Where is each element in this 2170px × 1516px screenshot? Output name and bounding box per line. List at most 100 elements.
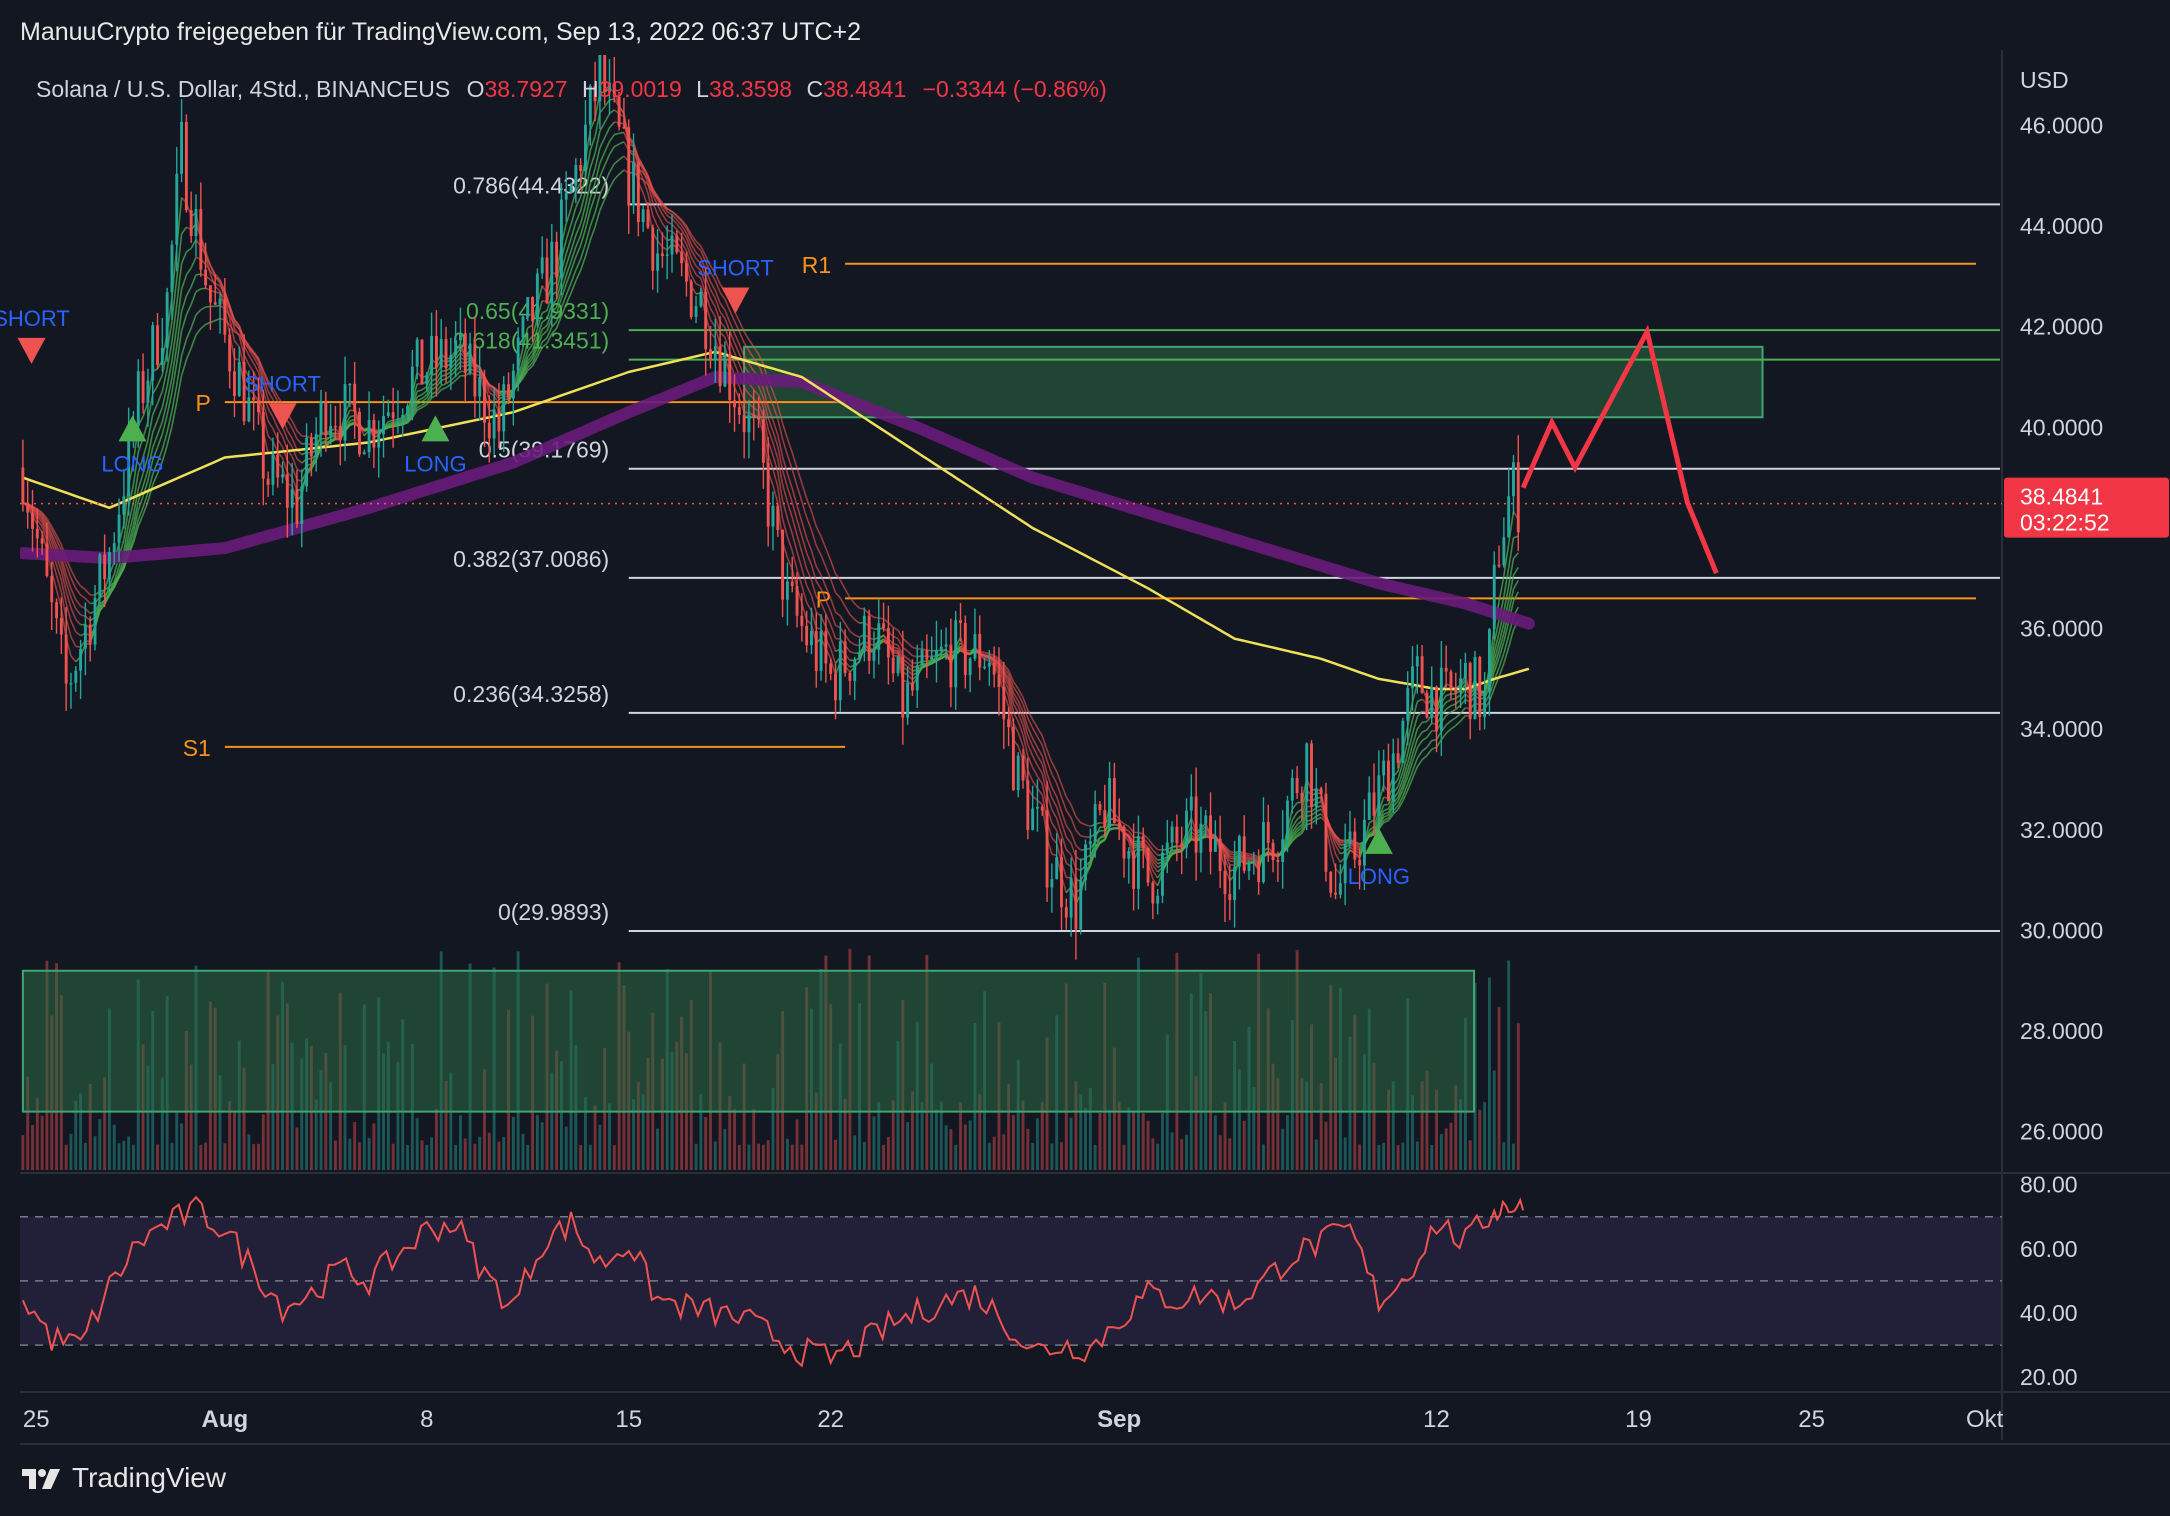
ribbon-segment bbox=[1022, 745, 1029, 771]
candle-body bbox=[665, 254, 669, 257]
ribbon-segment bbox=[103, 593, 111, 601]
volume-bar bbox=[906, 1121, 910, 1170]
ribbon-segment bbox=[75, 599, 82, 607]
ribbon-segment bbox=[80, 585, 86, 591]
ribbon-segment bbox=[781, 484, 789, 503]
ribbon-segment bbox=[522, 341, 529, 361]
volume-bar bbox=[737, 1144, 741, 1170]
ribbon-segment bbox=[450, 366, 457, 373]
ribbon-segment bbox=[796, 535, 803, 552]
ribbon-segment bbox=[859, 607, 865, 610]
ribbon-segment bbox=[868, 613, 875, 619]
ribbon-segment bbox=[99, 604, 106, 611]
ribbon-segment bbox=[863, 608, 870, 615]
ribbon-segment bbox=[151, 473, 159, 486]
candle-body bbox=[935, 650, 938, 657]
ribbon-segment bbox=[1070, 854, 1077, 869]
ribbon-segment bbox=[527, 361, 534, 369]
candle-body bbox=[1497, 564, 1501, 567]
tradingview-logo-icon[interactable] bbox=[20, 1465, 62, 1491]
ribbon-segment bbox=[156, 374, 164, 387]
ribbon-segment bbox=[700, 245, 707, 257]
candle-body bbox=[64, 634, 68, 684]
ribbon-segment bbox=[661, 208, 668, 217]
fibonacci-retracement: 0.786(44.4322)0.65(41.9331)0.618(41.3451… bbox=[453, 172, 2000, 933]
candle-body bbox=[838, 641, 842, 701]
ribbon-segment bbox=[936, 657, 942, 662]
candle-body bbox=[1223, 871, 1227, 895]
ribbon-segment bbox=[1306, 822, 1312, 826]
ribbon-segment bbox=[55, 539, 63, 551]
candle-body bbox=[612, 82, 616, 97]
ribbon-segment bbox=[171, 326, 178, 361]
candle-body bbox=[362, 452, 366, 455]
ribbon-segment bbox=[51, 529, 58, 541]
ribbon-segment bbox=[1493, 650, 1500, 667]
ribbon-segment bbox=[608, 121, 615, 129]
ribbon-segment bbox=[603, 154, 611, 166]
candle-body bbox=[584, 124, 587, 171]
volume-bar bbox=[1084, 1107, 1087, 1170]
ribbon-segment bbox=[887, 621, 894, 628]
ribbon-segment bbox=[161, 431, 168, 450]
candle-body bbox=[1209, 815, 1212, 852]
ribbon-segment bbox=[1291, 824, 1298, 833]
ribbon-segment bbox=[551, 306, 558, 314]
ribbon-segment bbox=[724, 327, 731, 341]
ribbon-segment bbox=[80, 594, 86, 600]
ribbon-segment bbox=[161, 369, 168, 392]
candle-body bbox=[170, 244, 174, 293]
ribbon-segment bbox=[1253, 857, 1260, 862]
ribbon-segment bbox=[738, 331, 745, 344]
ribbon-segment bbox=[1493, 632, 1500, 653]
volume-bar bbox=[1319, 1083, 1323, 1170]
ribbon-segment bbox=[767, 440, 774, 456]
candle-body bbox=[997, 674, 1001, 688]
ribbon-segment bbox=[907, 658, 913, 664]
ribbon-segment bbox=[594, 176, 601, 196]
ribbon-segment bbox=[1166, 853, 1173, 860]
volume-bar bbox=[449, 1072, 453, 1170]
ribbon-segment bbox=[1459, 699, 1466, 706]
ribbon-segment bbox=[844, 634, 851, 643]
ribbon-segment bbox=[426, 380, 433, 392]
ribbon-segment bbox=[1402, 789, 1409, 802]
candle-body bbox=[862, 615, 866, 653]
ribbon-segment bbox=[834, 591, 841, 599]
ribbon-segment bbox=[738, 343, 745, 357]
candle-body bbox=[324, 400, 328, 436]
candle-body bbox=[1036, 806, 1039, 809]
ribbon-segment bbox=[1036, 787, 1043, 796]
ribbon-segment bbox=[647, 193, 654, 216]
volume-bar bbox=[766, 1140, 770, 1170]
candle-body bbox=[1079, 880, 1083, 930]
volume-bar bbox=[761, 1144, 765, 1170]
ribbon-segment bbox=[579, 243, 587, 260]
ribbon-segment bbox=[1003, 683, 1010, 697]
ribbon-segment bbox=[1051, 809, 1058, 819]
ribbon-segment bbox=[1503, 635, 1510, 654]
ribbon-segment bbox=[488, 387, 495, 393]
ribbon-segment bbox=[1421, 736, 1428, 742]
volume-bar bbox=[598, 1124, 602, 1170]
ribbon-segment bbox=[893, 651, 899, 655]
candle-body bbox=[959, 620, 962, 623]
ribbon-segment bbox=[536, 341, 543, 353]
time-tick-label: 25 bbox=[23, 1406, 50, 1433]
volume-bar bbox=[713, 1141, 717, 1170]
ribbon-segment bbox=[647, 184, 654, 194]
ribbon-segment bbox=[1055, 806, 1063, 823]
sma-line bbox=[22, 350, 1530, 691]
ribbon-segment bbox=[257, 381, 265, 404]
ribbon-segment bbox=[1440, 732, 1447, 741]
ribbon-segment bbox=[748, 339, 755, 348]
candle-body bbox=[204, 269, 208, 286]
ribbon-segment bbox=[599, 137, 606, 149]
ribbon-segment bbox=[416, 393, 423, 398]
volume-bar bbox=[1314, 1139, 1318, 1170]
candle-body bbox=[1060, 857, 1063, 908]
ribbon-segment bbox=[1041, 783, 1048, 808]
volume-bar bbox=[790, 1144, 794, 1170]
tradingview-brand[interactable]: TradingView bbox=[72, 1462, 227, 1493]
